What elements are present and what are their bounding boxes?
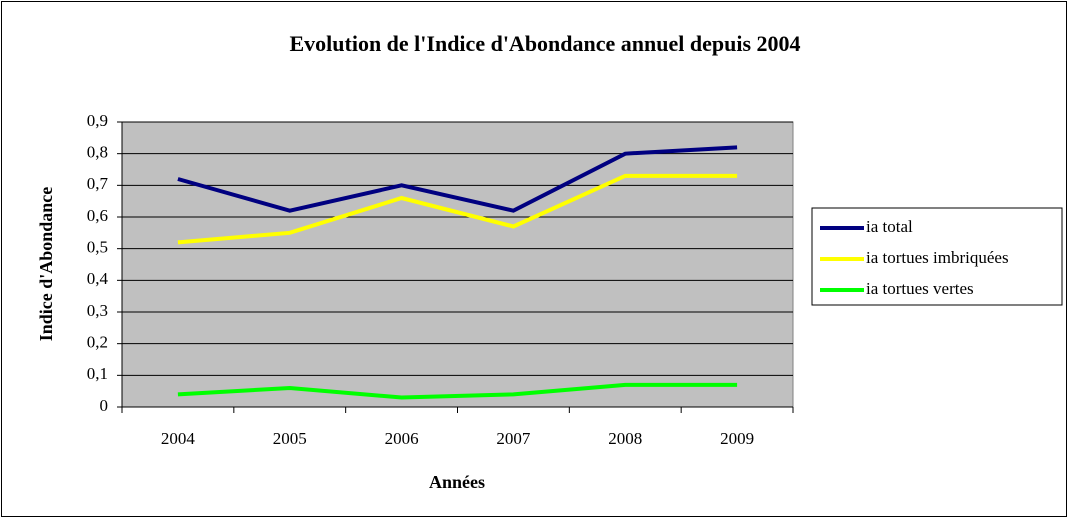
chart-title: Evolution de l'Indice d'Abondance annuel… (289, 31, 800, 56)
y-tick-label: 0,2 (87, 333, 108, 352)
x-axis-label: Années (429, 472, 485, 492)
y-axis-label: Indice d'Abondance (36, 187, 56, 342)
x-tick-label: 2005 (273, 429, 307, 448)
series-line (177, 173, 738, 245)
y-tick-label: 0,8 (87, 143, 108, 162)
legend-label: ia tortues imbriquées (866, 248, 1009, 267)
legend-label: ia tortues vertes (866, 279, 974, 298)
x-tick-label: 2007 (496, 429, 531, 448)
y-tick-label: 0,7 (87, 174, 109, 193)
x-tick-label: 2008 (608, 429, 642, 448)
series-line (177, 382, 738, 400)
y-tick-label: 0,5 (87, 238, 108, 257)
y-tick-label: 0,1 (87, 364, 108, 383)
x-tick-label: 2009 (720, 429, 754, 448)
y-tick-label: 0,4 (87, 269, 109, 288)
series-line (177, 145, 738, 213)
plot-area (121, 121, 794, 408)
y-tick-label: 0,9 (87, 111, 108, 130)
x-tick-label: 2006 (385, 429, 419, 448)
y-tick-label: 0 (100, 396, 109, 415)
x-tick-label: 2004 (161, 429, 196, 448)
y-tick-label: 0,3 (87, 301, 108, 320)
legend-label: ia total (866, 217, 913, 236)
y-tick-label: 0,6 (87, 206, 108, 225)
